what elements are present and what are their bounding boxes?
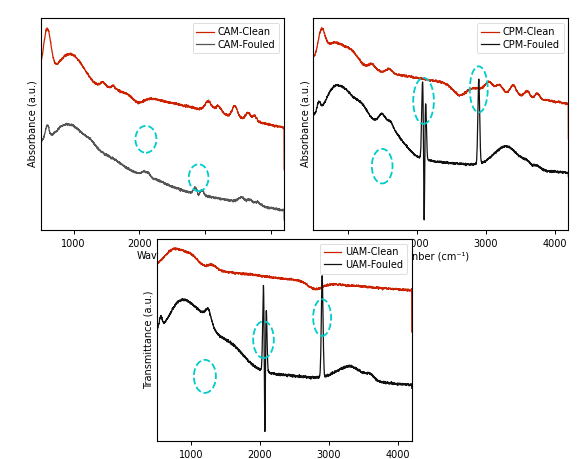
- CAM-Clean: [281, 167, 288, 173]
- Line: UAM-Fouled: UAM-Fouled: [157, 276, 412, 431]
- Line: CAM-Fouled: CAM-Fouled: [41, 123, 284, 220]
- CPM-Clean: [419, 76, 426, 82]
- UAM-Fouled: [408, 386, 415, 391]
- UAM-Clean: [388, 286, 395, 292]
- UAM-Clean: [153, 314, 160, 319]
- CAM-Fouled: [273, 206, 280, 212]
- CPM-Fouled: [565, 174, 572, 179]
- CPM-Fouled: [431, 159, 438, 164]
- Y-axis label: Transmittance (a.u.): Transmittance (a.u.): [144, 291, 154, 389]
- CPM-Clean: [557, 99, 564, 105]
- CPM-Clean: [545, 97, 552, 102]
- CPM-Clean: [431, 78, 438, 84]
- CAM-Clean: [142, 98, 148, 104]
- Line: UAM-Clean: UAM-Clean: [157, 248, 412, 332]
- CPM-Fouled: [419, 79, 426, 85]
- Legend: CAM-Clean, CAM-Fouled: CAM-Clean, CAM-Fouled: [193, 23, 280, 53]
- Legend: CPM-Clean, CPM-Fouled: CPM-Clean, CPM-Fouled: [477, 23, 564, 53]
- UAM-Clean: [260, 273, 267, 279]
- UAM-Fouled: [262, 321, 269, 327]
- UAM-Fouled: [401, 382, 408, 387]
- UAM-Fouled: [339, 365, 346, 370]
- CAM-Clean: [140, 98, 147, 104]
- CAM-Fouled: [37, 175, 44, 181]
- UAM-Fouled: [260, 299, 267, 305]
- CAM-Fouled: [153, 177, 160, 182]
- CAM-Clean: [261, 120, 268, 126]
- CAM-Fouled: [63, 121, 70, 126]
- CPM-Clean: [318, 25, 325, 31]
- UAM-Clean: [173, 245, 180, 251]
- UAM-Fouled: [274, 372, 281, 378]
- UAM-Fouled: [388, 379, 395, 385]
- Line: CPM-Fouled: CPM-Fouled: [313, 79, 568, 220]
- CAM-Clean: [37, 129, 44, 135]
- Y-axis label: Absorbance (a.u.): Absorbance (a.u.): [28, 81, 38, 167]
- Line: CPM-Clean: CPM-Clean: [313, 28, 568, 139]
- CPM-Fouled: [417, 151, 424, 157]
- CAM-Fouled: [214, 195, 221, 201]
- UAM-Clean: [401, 287, 408, 293]
- CPM-Clean: [495, 82, 502, 88]
- UAM-Clean: [274, 275, 281, 281]
- CPM-Fouled: [476, 76, 483, 82]
- UAM-Clean: [339, 282, 346, 288]
- UAM-Fouled: [262, 429, 269, 434]
- CAM-Fouled: [142, 168, 148, 174]
- CPM-Fouled: [557, 168, 564, 174]
- CAM-Clean: [273, 123, 280, 129]
- Line: CAM-Clean: CAM-Clean: [41, 28, 284, 170]
- UAM-Fouled: [318, 273, 325, 279]
- X-axis label: Wavenumi: Wavenumi: [137, 252, 188, 261]
- X-axis label: nber (cm⁻¹): nber (cm⁻¹): [412, 252, 469, 261]
- UAM-Clean: [262, 273, 269, 278]
- CPM-Clean: [417, 75, 424, 81]
- UAM-Clean: [408, 329, 415, 335]
- CAM-Clean: [214, 102, 221, 107]
- CPM-Clean: [565, 136, 572, 141]
- CPM-Fouled: [495, 146, 502, 152]
- CAM-Fouled: [140, 169, 147, 175]
- CAM-Fouled: [281, 217, 288, 223]
- Y-axis label: Absorbance (a.u.): Absorbance (a.u.): [300, 81, 310, 167]
- Legend: UAM-Clean, UAM-Fouled: UAM-Clean, UAM-Fouled: [320, 244, 407, 274]
- UAM-Fouled: [153, 360, 160, 366]
- CAM-Clean: [44, 25, 50, 31]
- CPM-Clean: [310, 108, 317, 113]
- CAM-Clean: [153, 97, 160, 102]
- CAM-Fouled: [261, 203, 268, 209]
- CPM-Fouled: [545, 168, 552, 174]
- CPM-Fouled: [420, 217, 427, 223]
- CPM-Fouled: [310, 149, 317, 155]
